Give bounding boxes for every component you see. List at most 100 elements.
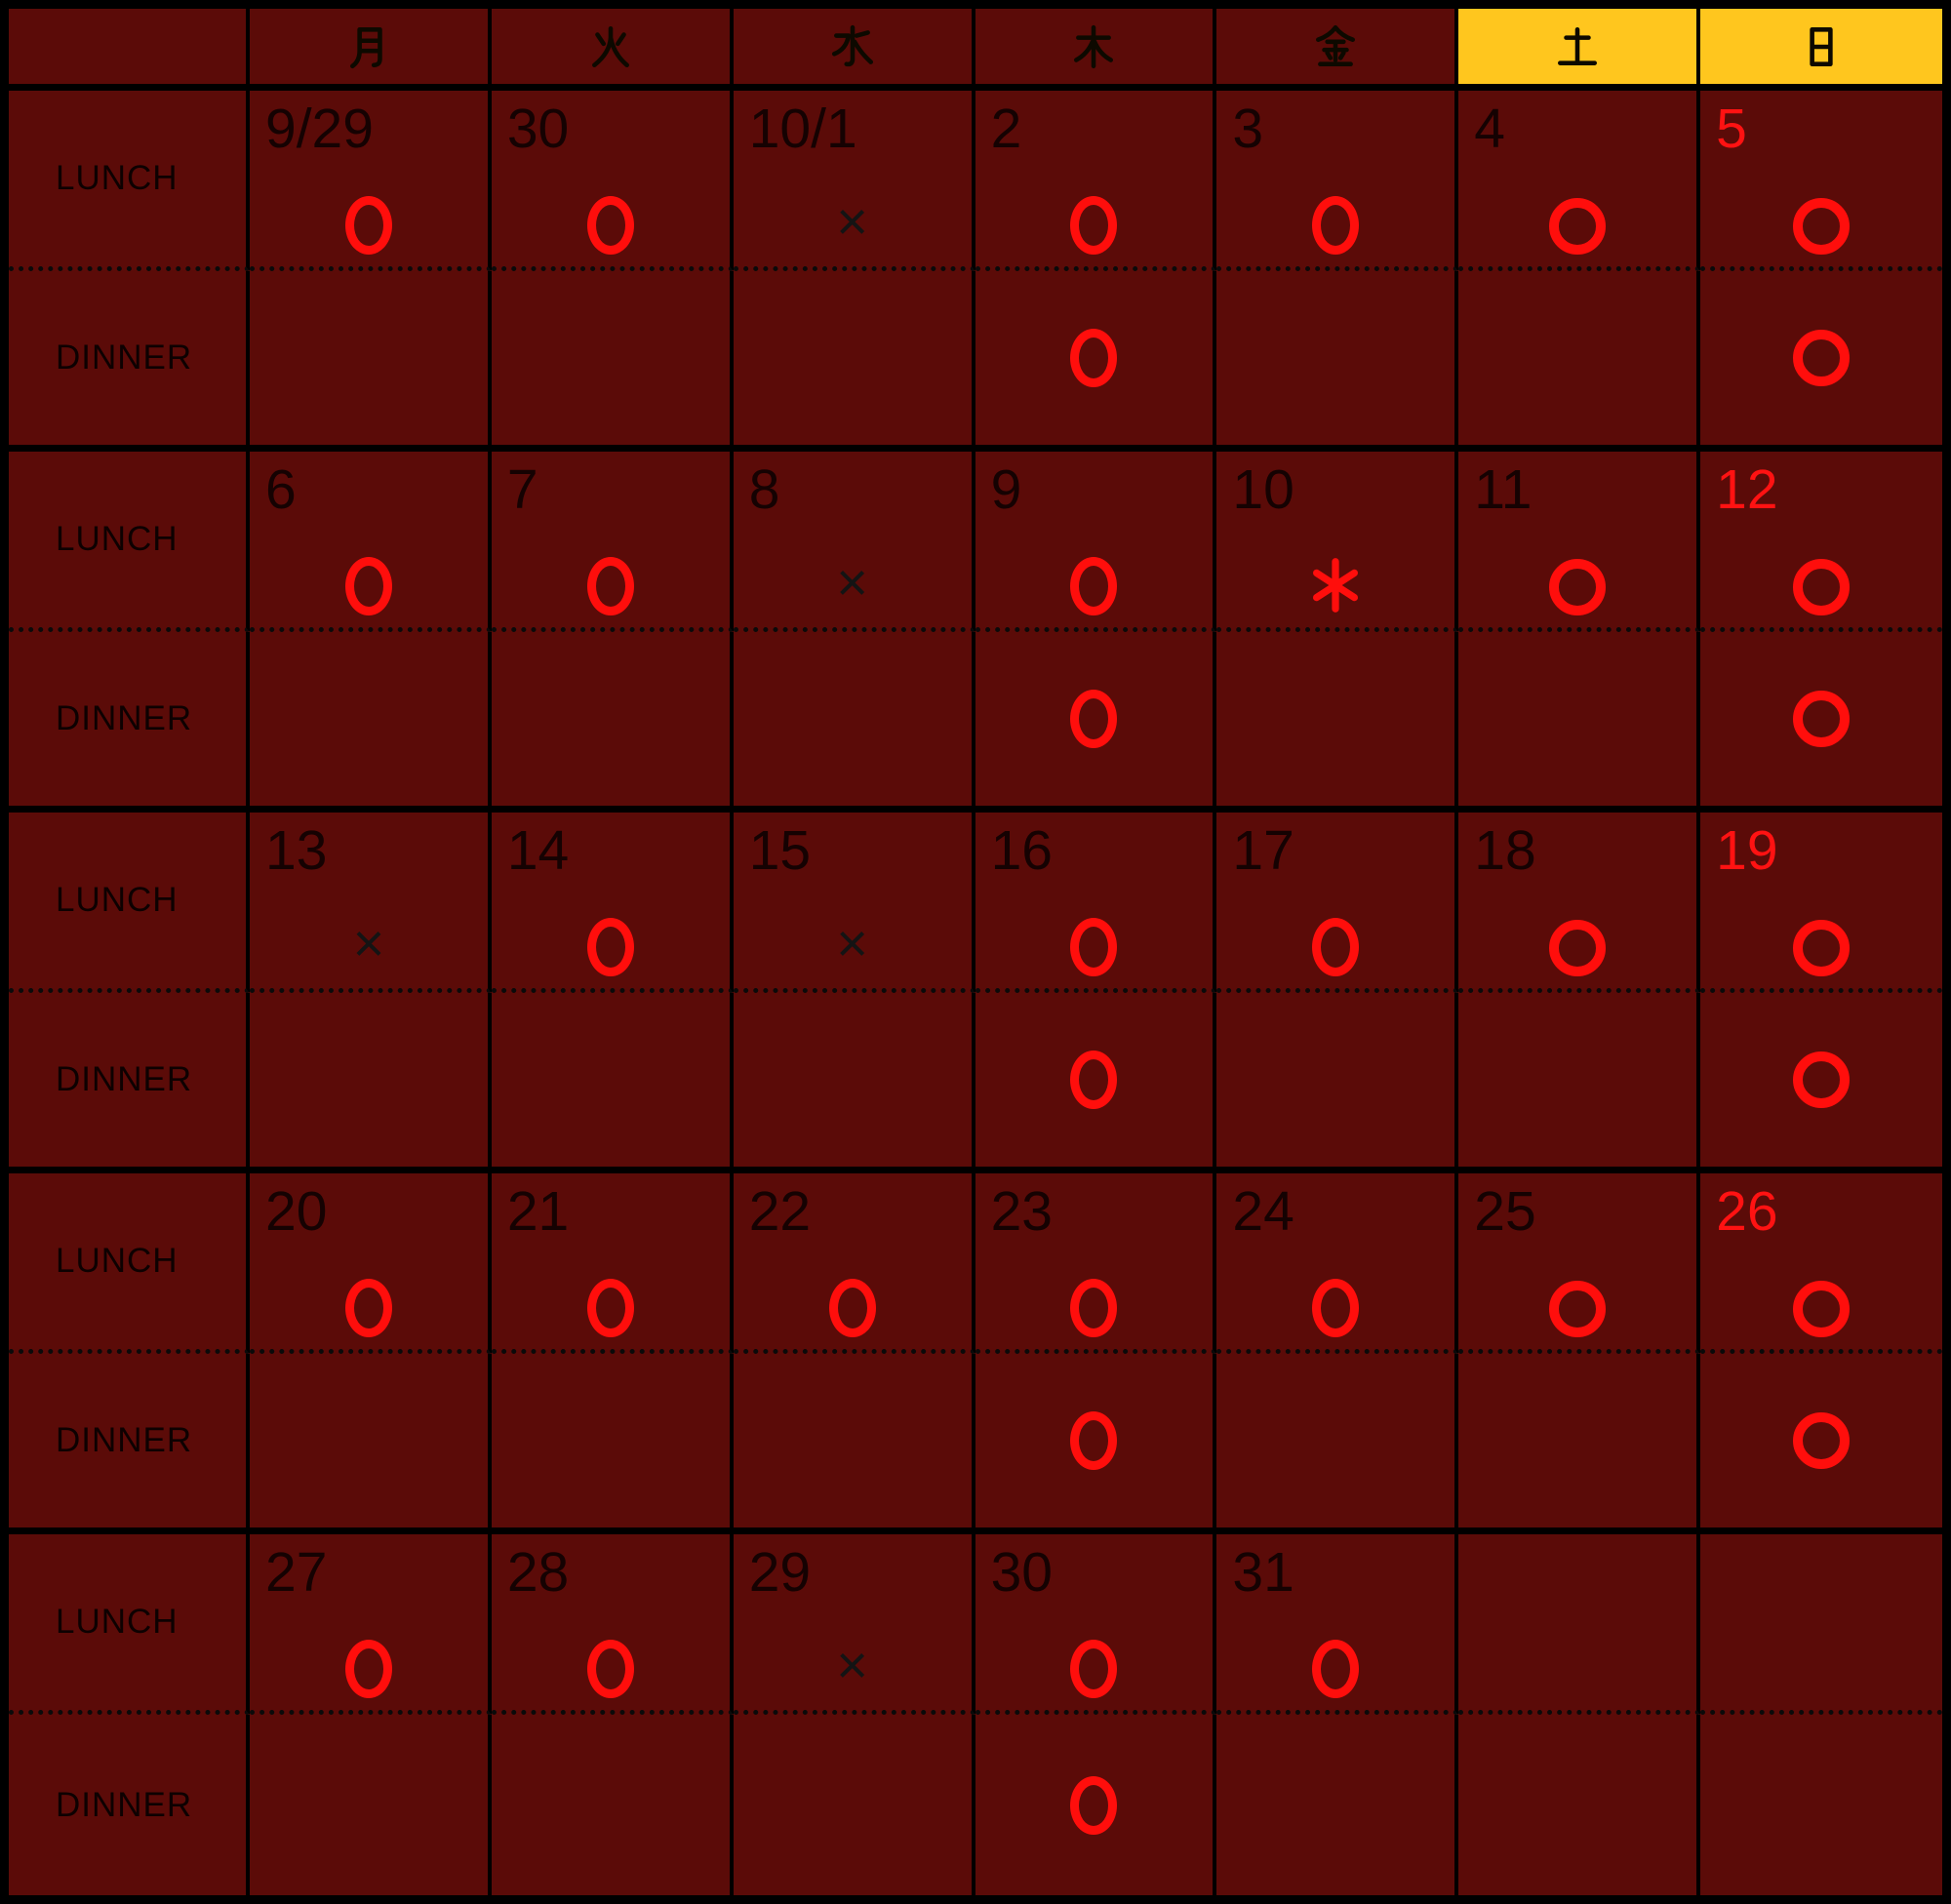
- closed-cross-icon: ×: [836, 912, 868, 973]
- open-circle-icon: [344, 1279, 392, 1337]
- date-label: 10/1: [748, 98, 857, 160]
- date-label: 13: [265, 819, 328, 882]
- closed-cross-icon: ×: [836, 551, 868, 613]
- closed-cross-icon: ×: [352, 912, 385, 973]
- symbol-wrap: [1700, 271, 1942, 445]
- open-circle-icon: [1070, 557, 1118, 615]
- symbol-wrap: [1216, 918, 1454, 976]
- row-label-text: DINNER: [56, 338, 193, 377]
- lunch-cell: 21: [491, 1173, 734, 1354]
- lunch-cell: 15 ×: [733, 813, 976, 993]
- row-label-text: LUNCH: [56, 1242, 179, 1280]
- date-label: 4: [1474, 98, 1505, 160]
- dinner-cell: [1216, 271, 1459, 452]
- dinner-cell: [1458, 1715, 1701, 1895]
- open-circle-icon: [1793, 1281, 1851, 1337]
- date-label: 27: [265, 1541, 328, 1604]
- symbol-wrap: [1700, 559, 1942, 615]
- open-circle-icon: [344, 557, 392, 615]
- open-circle-icon: [1070, 329, 1118, 387]
- lunch-cell: 26: [1700, 1173, 1942, 1354]
- date-label: 26: [1716, 1180, 1778, 1243]
- date-label: 5: [1716, 98, 1747, 160]
- day-header-mon: [250, 9, 492, 91]
- row-label-lunch: LUNCH: [9, 452, 250, 632]
- dinner-cell: [1216, 1354, 1459, 1534]
- lunch-cell: 29 ×: [733, 1534, 976, 1715]
- symbol-wrap: ×: [250, 916, 488, 976]
- symbol-wrap: [492, 1279, 730, 1337]
- lunch-cell: 24: [1216, 1173, 1459, 1354]
- date-label: 22: [748, 1180, 812, 1243]
- date-label: 30: [990, 1541, 1053, 1604]
- symbol-wrap: [976, 993, 1214, 1167]
- dinner-cell: [250, 1715, 492, 1895]
- open-circle-icon: [1793, 691, 1851, 747]
- open-circle-icon: [1793, 198, 1851, 255]
- dinner-cell: [491, 632, 734, 813]
- lunch-cell: 9: [975, 452, 1217, 632]
- dinner-cell: [1700, 1354, 1942, 1534]
- date-label: 28: [506, 1541, 570, 1604]
- thu-icon: [1069, 22, 1118, 71]
- lunch-cell: 6: [250, 452, 492, 632]
- date-label: 15: [748, 819, 812, 882]
- date-label: 6: [265, 458, 297, 521]
- lunch-cell: 17: [1216, 813, 1459, 993]
- symbol-wrap: [976, 632, 1214, 806]
- open-circle-icon: [1312, 918, 1360, 976]
- date-label: 11: [1474, 458, 1533, 521]
- open-circle-icon: [586, 557, 634, 615]
- date-label: 2: [990, 98, 1022, 160]
- lunch-cell: 25: [1458, 1173, 1701, 1354]
- row-label-text: DINNER: [56, 1060, 193, 1098]
- open-circle-icon: [344, 1640, 392, 1698]
- row-label-text: LUNCH: [56, 881, 179, 919]
- open-circle-icon: [1070, 690, 1118, 748]
- lunch-cell: 19: [1700, 813, 1942, 993]
- special-asterisk-icon: [1313, 558, 1359, 613]
- dinner-cell: [1458, 993, 1701, 1173]
- symbol-wrap: [1458, 920, 1696, 976]
- date-label: 8: [748, 458, 780, 521]
- symbol-wrap: [976, 1354, 1214, 1527]
- symbol-wrap: [250, 196, 488, 255]
- lunch-cell: 9/29: [250, 91, 492, 271]
- open-circle-icon: [1793, 1412, 1851, 1469]
- date-label: 3: [1232, 98, 1264, 160]
- open-circle-icon: [1070, 918, 1118, 976]
- lunch-cell: 12: [1700, 452, 1942, 632]
- row-label-dinner: DINNER: [9, 993, 250, 1173]
- dinner-cell: [975, 1354, 1217, 1534]
- lunch-cell: 31: [1216, 1534, 1459, 1715]
- open-circle-icon: [1312, 196, 1360, 255]
- open-circle-icon: [586, 918, 634, 976]
- dinner-cell: [491, 271, 734, 452]
- open-circle-icon: [344, 196, 392, 255]
- dinner-cell: [1458, 1354, 1701, 1534]
- dinner-cell: [734, 1715, 976, 1895]
- dinner-cell: [733, 1354, 976, 1534]
- lunch-cell: 23: [975, 1173, 1217, 1354]
- dinner-cell: [250, 271, 492, 452]
- sat-icon: [1553, 22, 1602, 71]
- date-label: 19: [1716, 819, 1778, 882]
- symbol-wrap: [492, 557, 730, 615]
- symbol-wrap: ×: [734, 916, 972, 976]
- day-header-sat: [1458, 9, 1701, 91]
- symbol-wrap: [734, 1279, 972, 1337]
- date-label: 9: [990, 458, 1022, 521]
- symbol-wrap: [976, 918, 1214, 976]
- date-label: 31: [1232, 1541, 1294, 1604]
- symbol-wrap: [1216, 1279, 1454, 1337]
- row-label-dinner: DINNER: [9, 271, 250, 452]
- day-header-sun: [1700, 9, 1942, 91]
- open-circle-icon: [1070, 1411, 1118, 1470]
- closed-cross-icon: ×: [836, 190, 868, 252]
- row-label-text: DINNER: [56, 1421, 193, 1459]
- symbol-wrap: [1700, 1354, 1942, 1527]
- fri-icon: [1311, 22, 1360, 71]
- symbol-wrap: [492, 918, 730, 976]
- wed-icon: [828, 22, 877, 71]
- date-label: 24: [1232, 1180, 1294, 1243]
